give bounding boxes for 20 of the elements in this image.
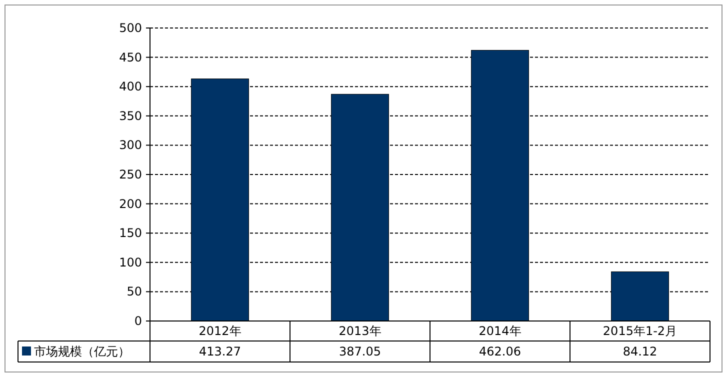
y-tick-label: 300 <box>119 138 142 152</box>
y-tick-label: 150 <box>119 226 142 240</box>
y-tick-label: 400 <box>119 80 142 94</box>
y-tick-label: 200 <box>119 196 142 211</box>
y-tick-label: 250 <box>119 168 142 182</box>
x-tick-label: 2014年 <box>478 324 522 338</box>
x-tick-label: 2013年 <box>338 324 382 338</box>
y-tick-label: 450 <box>119 50 142 64</box>
x-tick-label: 2012年 <box>198 324 242 338</box>
data-label: 387.05 <box>339 344 381 358</box>
data-label: 413.27 <box>199 344 241 358</box>
y-tick-label: 0 <box>134 314 142 328</box>
data-label: 84.12 <box>622 344 658 358</box>
y-tick-label: 500 <box>119 21 142 35</box>
y-tick-label: 100 <box>119 255 142 270</box>
legend-label: 市场规模（亿元） <box>34 344 130 358</box>
y-tick-label: 350 <box>119 108 142 123</box>
data-label: 462.06 <box>479 344 521 358</box>
y-tick-label: 50 <box>126 284 142 299</box>
x-tick-label: 2015年1-2月 <box>602 324 678 338</box>
